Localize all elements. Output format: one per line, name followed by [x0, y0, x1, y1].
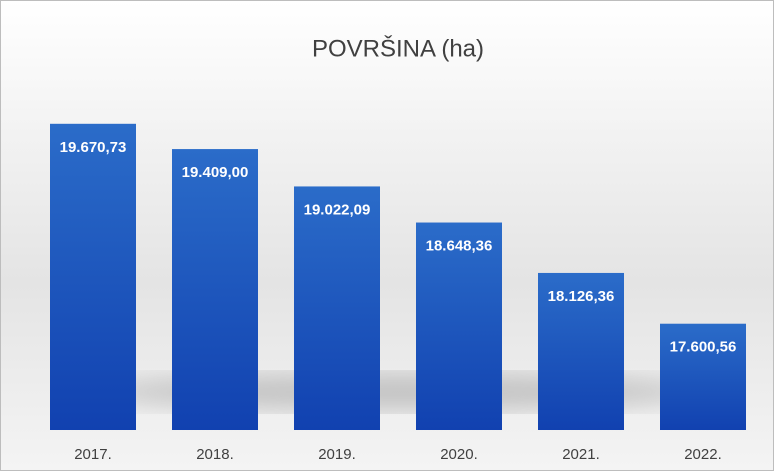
bar — [294, 186, 380, 430]
x-tick-label: 2021. — [562, 446, 600, 463]
data-label: 17.600,56 — [670, 339, 737, 356]
data-label: 19.409,00 — [182, 164, 249, 181]
x-tick-label: 2018. — [196, 446, 234, 463]
bar — [50, 123, 136, 431]
x-tick-label: 2022. — [684, 446, 722, 463]
bar — [416, 222, 502, 430]
x-tick-label: 2019. — [318, 446, 356, 463]
bar — [538, 272, 624, 430]
chart-title: POVRŠINA (ha) — [312, 34, 484, 62]
data-label: 19.022,09 — [304, 201, 371, 218]
x-tick-label: 2020. — [440, 446, 478, 463]
data-label: 18.648,36 — [426, 237, 493, 254]
bar — [172, 149, 258, 430]
data-label: 19.670,73 — [60, 139, 127, 156]
data-label: 18.126,36 — [548, 288, 615, 305]
x-tick-label: 2017. — [74, 446, 112, 463]
bar — [660, 323, 746, 430]
